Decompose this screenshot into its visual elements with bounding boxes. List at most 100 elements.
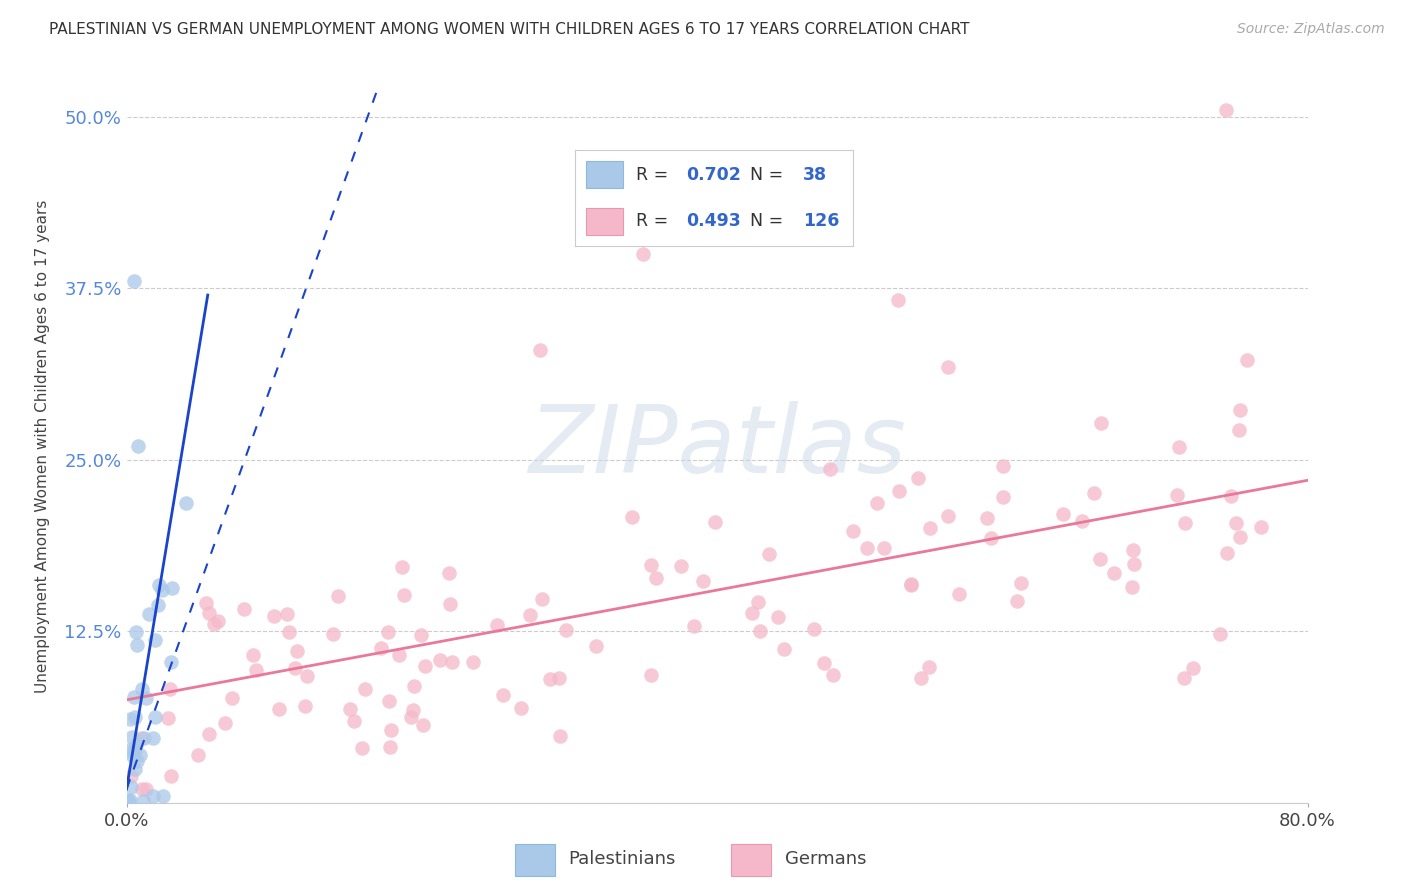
- Point: [322, 626, 344, 640]
- Point: [1215, 103, 1237, 117]
- Point: [285, 644, 308, 658]
- Point: [117, 794, 139, 808]
- Point: [135, 782, 157, 797]
- Point: [1088, 552, 1111, 566]
- Point: [900, 577, 922, 591]
- Point: [197, 606, 219, 620]
- Point: [1219, 490, 1241, 504]
- Text: 38: 38: [803, 166, 827, 184]
- Point: [492, 689, 515, 703]
- Point: [401, 710, 423, 724]
- Text: Source: ZipAtlas.com: Source: ZipAtlas.com: [1237, 22, 1385, 37]
- Point: [132, 794, 155, 808]
- Point: [326, 589, 349, 603]
- Point: [1123, 558, 1146, 572]
- Point: [159, 681, 181, 696]
- Point: [842, 524, 865, 538]
- Point: [976, 510, 998, 524]
- Text: Palestinians: Palestinians: [568, 849, 676, 868]
- Point: [174, 496, 197, 510]
- Point: [284, 661, 307, 675]
- Point: [907, 471, 929, 485]
- Point: [276, 607, 298, 621]
- Point: [124, 710, 146, 724]
- Point: [766, 610, 789, 624]
- Y-axis label: Unemployment Among Women with Children Ages 6 to 17 years: Unemployment Among Women with Children A…: [35, 199, 51, 693]
- Point: [295, 668, 318, 682]
- Point: [437, 566, 460, 580]
- Point: [294, 698, 316, 713]
- Point: [439, 597, 461, 611]
- Point: [1174, 516, 1197, 530]
- Point: [125, 625, 148, 640]
- Point: [463, 655, 485, 669]
- Point: [187, 748, 209, 763]
- Point: [1010, 576, 1032, 591]
- Point: [538, 672, 561, 686]
- Point: [148, 578, 170, 592]
- Point: [1102, 566, 1125, 580]
- Point: [118, 742, 141, 756]
- Point: [377, 624, 399, 639]
- Point: [120, 769, 142, 783]
- Point: [117, 794, 139, 808]
- Point: [887, 483, 910, 498]
- Point: [129, 731, 152, 746]
- Point: [118, 793, 141, 807]
- Point: [640, 667, 662, 681]
- Bar: [586, 208, 623, 235]
- Point: [131, 681, 153, 696]
- Point: [547, 671, 569, 685]
- Point: [391, 560, 413, 574]
- Point: [1005, 594, 1028, 608]
- Point: [160, 581, 183, 595]
- Point: [645, 571, 668, 585]
- Point: [920, 521, 942, 535]
- Point: [555, 623, 578, 637]
- Point: [245, 663, 267, 677]
- Point: [1090, 416, 1112, 430]
- Point: [1083, 485, 1105, 500]
- Point: [1236, 352, 1258, 367]
- Point: [936, 509, 959, 524]
- Point: [529, 343, 551, 357]
- Point: [142, 789, 165, 803]
- Point: [948, 587, 970, 601]
- Point: [1225, 516, 1247, 530]
- Text: Germans: Germans: [785, 849, 866, 868]
- Point: [117, 794, 139, 808]
- Point: [343, 714, 366, 728]
- Bar: [731, 844, 770, 876]
- Point: [530, 591, 553, 606]
- Point: [388, 648, 411, 662]
- Point: [510, 700, 533, 714]
- Point: [124, 738, 146, 752]
- Point: [640, 558, 662, 572]
- Point: [134, 731, 156, 745]
- Text: N =: N =: [751, 166, 789, 184]
- Point: [772, 642, 794, 657]
- Point: [1229, 403, 1251, 417]
- Point: [1052, 507, 1074, 521]
- Point: [1250, 520, 1272, 534]
- Point: [198, 727, 221, 741]
- Point: [1167, 441, 1189, 455]
- Point: [160, 769, 183, 783]
- Point: [548, 730, 571, 744]
- Point: [519, 608, 541, 623]
- Point: [156, 711, 179, 725]
- Point: [263, 609, 285, 624]
- Point: [821, 668, 844, 682]
- Point: [429, 653, 451, 667]
- Point: [413, 659, 436, 673]
- Text: ZIPatlas: ZIPatlas: [529, 401, 905, 491]
- Point: [159, 655, 183, 669]
- Point: [267, 702, 290, 716]
- Point: [146, 598, 169, 612]
- Point: [380, 740, 402, 755]
- Point: [671, 559, 693, 574]
- Point: [135, 691, 157, 706]
- Text: R =: R =: [637, 212, 673, 230]
- Point: [412, 718, 434, 732]
- Point: [214, 716, 236, 731]
